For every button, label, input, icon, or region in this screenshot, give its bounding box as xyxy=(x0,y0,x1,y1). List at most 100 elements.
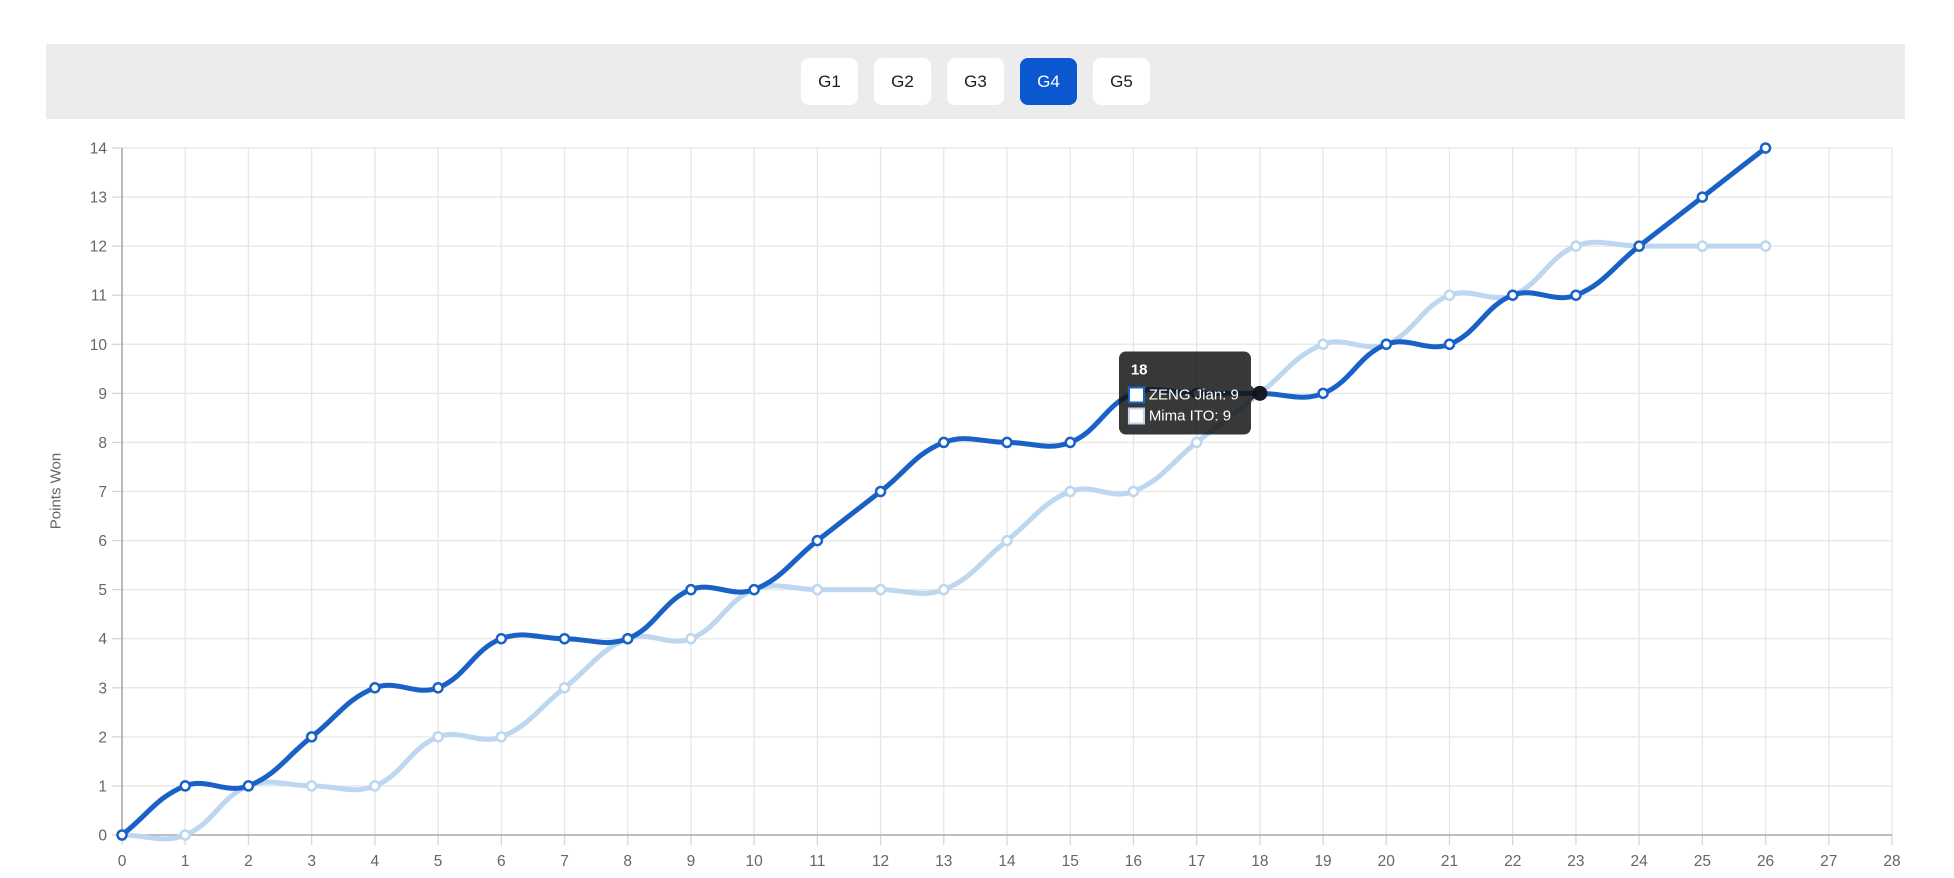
axis-borders xyxy=(121,148,1892,836)
point-marker xyxy=(1696,240,1709,252)
x-tick-label: 7 xyxy=(560,853,569,870)
tab-g4[interactable]: G4 xyxy=(1020,58,1077,105)
point-marker xyxy=(1570,289,1582,301)
point-marker xyxy=(811,534,824,547)
x-tick-label: 20 xyxy=(1378,853,1396,870)
point-marker xyxy=(1127,485,1140,498)
x-tick-label: 6 xyxy=(497,853,506,870)
point-marker xyxy=(432,731,444,743)
tooltip-row: Mima ITO: 9 xyxy=(1127,407,1239,426)
point-marker xyxy=(1696,191,1709,203)
x-tick-label: 9 xyxy=(687,853,696,870)
point-marker xyxy=(1443,289,1456,301)
x-tick-label: 22 xyxy=(1504,853,1521,870)
y-axis-title: Points Won xyxy=(47,452,65,530)
y-tick-label: 11 xyxy=(91,288,107,305)
point-marker xyxy=(1759,142,1772,154)
y-tick-label: 3 xyxy=(98,680,107,697)
point-marker xyxy=(621,632,634,645)
tooltip-row: ZENG Jian: 9 xyxy=(1127,386,1239,405)
point-marker xyxy=(874,583,887,596)
x-tick-label: 28 xyxy=(1883,853,1900,870)
x-tick-label: 5 xyxy=(434,853,443,870)
point-marker xyxy=(685,632,697,645)
grid-lines xyxy=(121,147,1893,836)
x-tick-label: 18 xyxy=(1251,853,1268,870)
y-tick-label: 6 xyxy=(98,533,107,550)
point-marker xyxy=(811,583,824,596)
x-tick-label: 13 xyxy=(935,853,952,870)
y-tick-label: 0 xyxy=(98,828,107,845)
point-marker xyxy=(305,731,318,743)
point-marker xyxy=(1443,338,1456,351)
tooltip-caret xyxy=(1250,385,1259,402)
y-tick-label: 8 xyxy=(98,435,107,452)
point-marker xyxy=(1633,240,1645,252)
point-marker xyxy=(1064,436,1076,449)
point-marker xyxy=(179,829,191,841)
y-tick-label: 7 xyxy=(98,484,107,501)
x-tick-label: 26 xyxy=(1757,853,1774,870)
point-marker xyxy=(558,682,571,694)
point-marker xyxy=(938,436,950,449)
x-tick-label: 2 xyxy=(244,853,253,870)
point-marker xyxy=(685,583,697,596)
point-marker xyxy=(432,682,444,694)
point-marker xyxy=(1317,387,1329,400)
x-tick-label: 14 xyxy=(998,853,1016,870)
y-tick-label: 5 xyxy=(98,582,107,599)
point-marker xyxy=(369,682,381,694)
x-tick-label: 24 xyxy=(1631,853,1649,870)
point-marker xyxy=(1001,534,1013,547)
y-tick-label: 14 xyxy=(90,141,108,158)
x-tick-label: 4 xyxy=(371,853,380,870)
tooltip-row-label: Mima ITO: 9 xyxy=(1148,407,1232,425)
x-tick-label: 17 xyxy=(1188,853,1205,870)
x-tick-label: 25 xyxy=(1694,853,1711,870)
x-tick-label: 27 xyxy=(1820,853,1837,870)
x-tick-label: 0 xyxy=(118,853,127,870)
y-tick-label: 9 xyxy=(98,386,107,403)
x-tick-label: 10 xyxy=(746,853,764,870)
series-line-zeng-jian xyxy=(119,145,1769,838)
y-tick-label: 12 xyxy=(90,239,107,256)
tooltip-title: 18 xyxy=(1130,361,1148,379)
point-marker xyxy=(1001,436,1013,449)
point-marker xyxy=(495,632,508,645)
x-tick-label: 11 xyxy=(809,853,825,870)
point-marker xyxy=(179,780,191,792)
x-tick-label: 16 xyxy=(1125,853,1142,870)
x-tick-label: 19 xyxy=(1314,853,1331,870)
chart-tooltip: 18 ZENG Jian: 9 Mima ITO: 9 xyxy=(1118,351,1259,435)
y-tick-label: 13 xyxy=(90,190,107,207)
x-tick-label: 1 xyxy=(181,853,190,870)
y-tick-label: 2 xyxy=(98,729,107,746)
point-marker xyxy=(495,731,508,743)
series-color-box-icon xyxy=(1127,407,1145,425)
point-marker xyxy=(874,485,887,498)
tab-g5[interactable]: G5 xyxy=(1093,58,1150,105)
point-marker xyxy=(1506,289,1519,301)
point-marker xyxy=(1759,240,1772,252)
x-tick-label: 23 xyxy=(1567,853,1584,870)
x-tick-label: 3 xyxy=(307,853,316,870)
tab-g3[interactable]: G3 xyxy=(947,58,1004,105)
x-tick-label: 12 xyxy=(872,853,889,870)
point-marker xyxy=(1317,338,1329,351)
point-marker xyxy=(242,780,255,792)
tab-g2[interactable]: G2 xyxy=(874,58,931,105)
point-marker xyxy=(1380,338,1393,351)
point-marker xyxy=(116,829,128,841)
point-marker xyxy=(938,583,950,596)
x-tick-label: 15 xyxy=(1062,853,1079,870)
point-marker xyxy=(1190,436,1203,449)
point-marker xyxy=(558,632,571,645)
y-tick-label: 10 xyxy=(90,337,108,354)
tab-g1[interactable]: G1 xyxy=(801,58,858,105)
point-marker xyxy=(369,780,381,792)
game-tab-bar: G1 G2 G3 G4 G5 xyxy=(46,44,1905,119)
x-tick-labels: 0 1 2 3 4 5 6 7 8 9 10 11 12 13 14 15 16 17 18 19 20 21 22 23 24… xyxy=(118,853,1901,870)
y-tick-label: 4 xyxy=(98,631,107,648)
